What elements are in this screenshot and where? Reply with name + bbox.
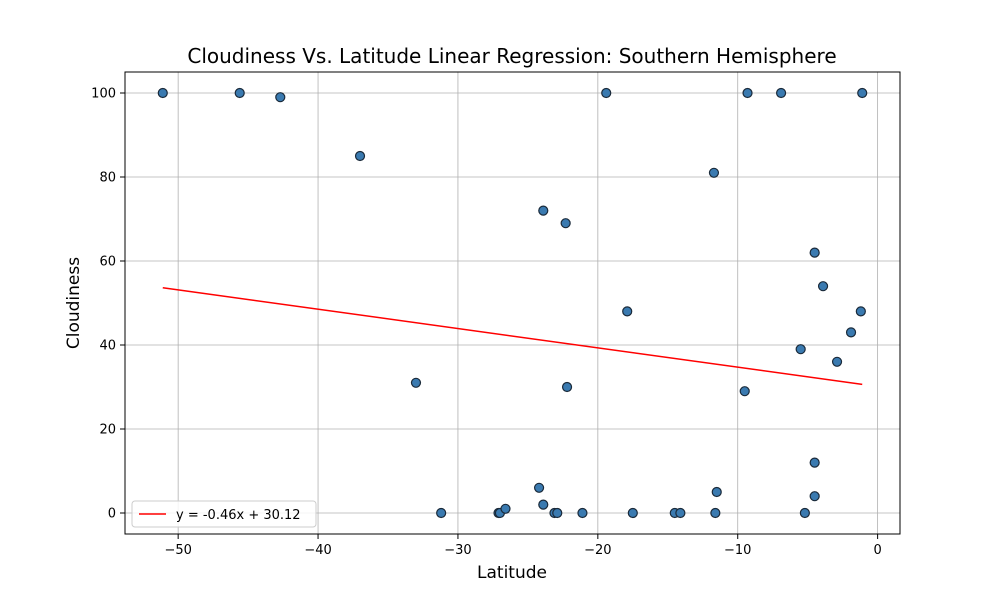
data-point — [561, 381, 573, 393]
x-axis-ticks: −50 −40 −30 −20 −10 0 — [164, 534, 882, 558]
data-point — [710, 507, 721, 519]
data-point — [627, 507, 638, 519]
regression-line — [162, 287, 863, 386]
data-point — [855, 306, 866, 317]
x-tick-label: −50 — [164, 543, 191, 558]
data-points — [157, 87, 868, 519]
x-tick-label: −10 — [724, 543, 751, 558]
data-point — [708, 167, 720, 178]
data-point — [560, 218, 571, 229]
data-point — [795, 344, 806, 355]
data-point — [675, 507, 686, 519]
data-point — [857, 87, 868, 99]
data-point — [157, 87, 168, 99]
data-point — [577, 507, 588, 519]
data-point — [538, 499, 549, 510]
data-point — [831, 356, 843, 367]
plot-frame — [124, 71, 901, 535]
x-axis-label: Latitude — [477, 563, 547, 583]
data-point — [809, 491, 820, 502]
legend-entry: y = -0.46x + 30.12 — [176, 508, 301, 523]
y-axis-label: Cloudiness — [64, 257, 84, 349]
data-point — [809, 457, 820, 468]
data-point — [817, 281, 829, 292]
y-tick-label: 20 — [99, 423, 116, 438]
y-tick-label: 100 — [91, 87, 116, 102]
data-point — [711, 486, 722, 498]
data-point — [533, 482, 545, 493]
x-tick-label: −40 — [304, 543, 331, 558]
data-point — [354, 150, 366, 162]
regression-line-group — [162, 287, 863, 386]
x-tick-label: −20 — [584, 543, 611, 558]
data-point — [234, 87, 245, 99]
data-point — [552, 507, 563, 519]
data-point — [775, 87, 787, 99]
y-tick-label: 60 — [99, 255, 116, 270]
data-point — [809, 247, 820, 258]
data-point — [742, 87, 753, 99]
data-point — [275, 92, 286, 103]
data-point — [436, 507, 447, 519]
data-point — [845, 327, 857, 338]
legend-box — [131, 500, 317, 528]
data-point — [799, 507, 810, 519]
data-point — [622, 306, 633, 317]
x-tick-label: 0 — [873, 543, 881, 558]
legend: y = -0.46x + 30.12 — [131, 500, 317, 528]
data-point — [410, 377, 422, 388]
data-point — [601, 87, 612, 99]
y-tick-label: 0 — [108, 507, 116, 522]
data-point — [500, 503, 511, 514]
y-tick-label: 40 — [99, 339, 116, 354]
chart-title: Cloudiness Vs. Latitude Linear Regressio… — [187, 44, 836, 68]
data-point — [739, 386, 750, 397]
y-tick-label: 80 — [99, 171, 116, 186]
y-axis-ticks: 0 20 40 60 80 100 — [91, 87, 125, 522]
x-tick-label: −30 — [444, 543, 471, 558]
grid-lines — [125, 72, 900, 534]
data-point — [538, 205, 549, 216]
